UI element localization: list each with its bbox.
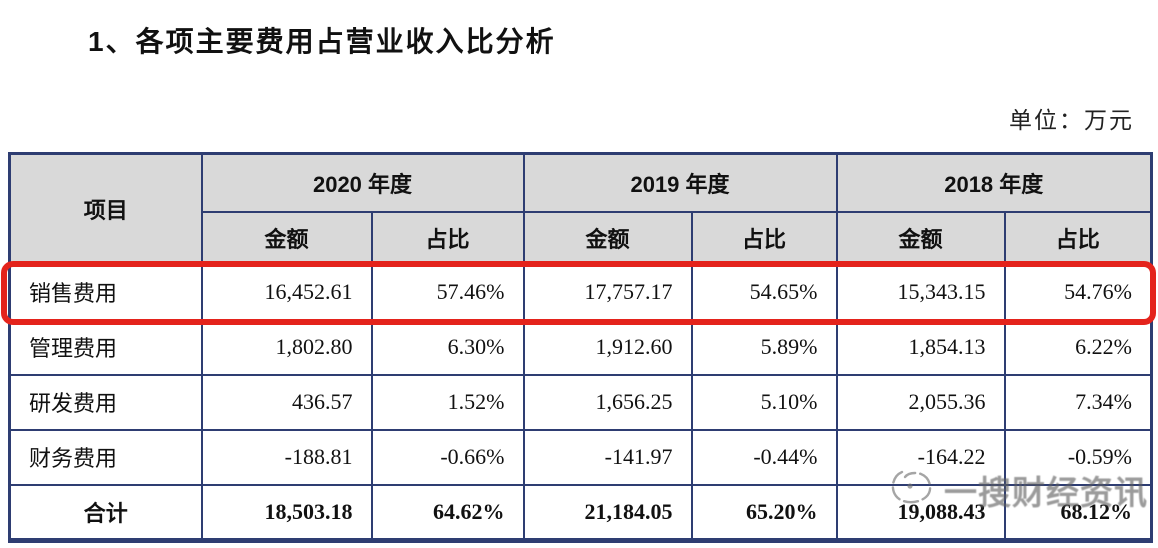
cell-value: 15,343.15 [835,263,1006,321]
cell-value: 68.12% [1003,483,1153,542]
table-row-total: 合计 18,503.18 64.62% 21,184.05 65.20% 19,… [8,483,1153,542]
cell-value: -188.81 [200,428,373,486]
unit-label: 单位：万元 [1009,107,1134,133]
cell-value: 5.10% [690,373,838,431]
header-amount-2019: 金额 [522,210,693,266]
cell-value: 7.34% [1003,373,1153,431]
table-header-sub-row: 金额 占比 金额 占比 金额 占比 [10,210,1153,266]
table-row-sales-expense: 销售费用 16,452.61 57.46% 17,757.17 54.65% 1… [8,263,1153,321]
table-row-rd-expense: 研发费用 436.57 1.52% 1,656.25 5.10% 2,055.3… [8,373,1153,431]
cell-value: 2,055.36 [835,373,1006,431]
cell-value: 1,912.60 [522,318,693,376]
header-item: 项目 [8,152,203,266]
header-year-2019: 2019 年度 [522,152,838,213]
cell-value: -0.66% [370,428,525,486]
header-amount-2018: 金额 [835,210,1006,266]
cell-value: 6.22% [1003,318,1153,376]
cell-value: 64.62% [370,483,525,542]
cell-value: 6.30% [370,318,525,376]
expense-ratio-table: 项目 2020 年度 2019 年度 2018 年度 金额 占比 金额 占比 金… [8,152,1153,543]
cell-value: 65.20% [690,483,838,542]
table-row-finance-expense: 财务费用 -188.81 -0.66% -141.97 -0.44% -164.… [8,428,1153,486]
row-label: 销售费用 [8,263,203,321]
cell-value: 18,503.18 [200,483,373,542]
cell-value: 57.46% [370,263,525,321]
cell-value: 21,184.05 [522,483,693,542]
cell-value: -164.22 [835,428,1006,486]
row-label: 管理费用 [8,318,203,376]
cell-value: 436.57 [200,373,373,431]
header-ratio-2020: 占比 [370,210,525,266]
row-label: 财务费用 [8,428,203,486]
cell-value: 1,656.25 [522,373,693,431]
header-ratio-2018: 占比 [1003,210,1153,266]
cell-value: 54.65% [690,263,838,321]
header-year-2018: 2018 年度 [835,152,1153,213]
cell-value: 19,088.43 [835,483,1006,542]
cell-value: -0.44% [690,428,838,486]
cell-value: 54.76% [1003,263,1153,321]
cell-value: 1.52% [370,373,525,431]
cell-value: -0.59% [1003,428,1153,486]
section-title: 1、各项主要费用占营业收入比分析 [88,26,556,57]
table-row-admin-expense: 管理费用 1,802.80 6.30% 1,912.60 5.89% 1,854… [8,318,1153,376]
cell-value: 1,802.80 [200,318,373,376]
cell-value: 5.89% [690,318,838,376]
header-year-2020: 2020 年度 [200,152,525,213]
row-label: 合计 [8,483,203,542]
cell-value: 17,757.17 [522,263,693,321]
table-header-year-row: 项目 2020 年度 2019 年度 2018 年度 [8,152,1153,266]
cell-value: 16,452.61 [200,263,373,321]
cell-value: -141.97 [522,428,693,486]
header-ratio-2019: 占比 [690,210,838,266]
row-label: 研发费用 [8,373,203,431]
header-amount-2020: 金额 [200,210,373,266]
cell-value: 1,854.13 [835,318,1006,376]
